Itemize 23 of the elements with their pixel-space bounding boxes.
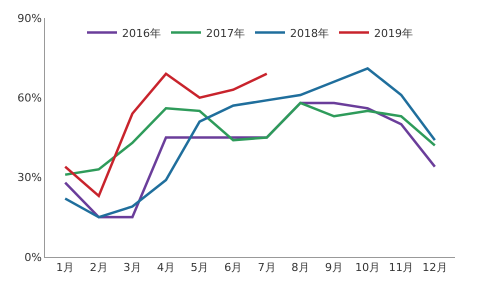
line-series [64,72,268,198]
x-tick-label: 9月 [325,261,344,274]
y-tick-label: 30% [17,171,42,184]
x-tick-label: 5月 [190,261,209,274]
legend-label: 2018年 [290,26,329,40]
y-tick-label: 60% [17,92,42,105]
x-tick-label: 11月 [388,261,414,274]
y-tick-label: 0% [24,250,42,264]
x-tick-label: 3月 [123,261,142,274]
x-tick-label: 4月 [156,261,175,274]
x-tick-label: 1月 [56,261,74,274]
legend-label: 2019年 [374,26,413,40]
x-tick-label: 8月 [291,261,310,274]
x-tick-label: 7月 [258,261,276,274]
x-tick-label: 6月 [224,261,242,274]
legend-label: 2016年 [122,26,161,40]
legend-label: 2017年 [206,26,245,40]
x-tick-label: 2月 [90,261,108,274]
line-series [64,67,436,218]
y-tick-label: 90% [17,12,42,25]
line-series [64,102,436,176]
x-tick-label: 10月 [355,261,380,274]
x-tick-label: 12月 [422,261,448,274]
